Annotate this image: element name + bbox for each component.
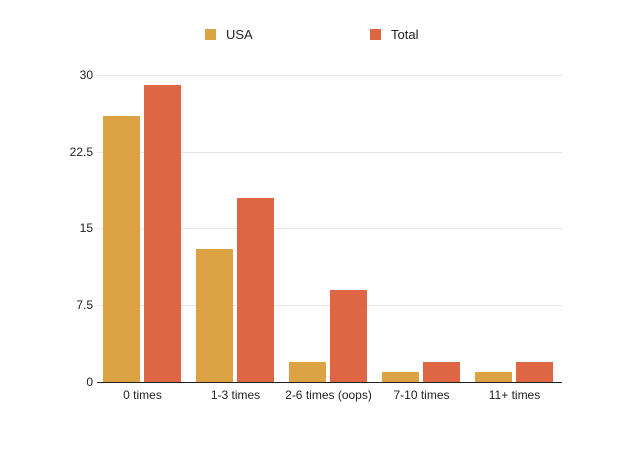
legend-label-usa: USA <box>226 27 253 42</box>
x-tick-label: 2-6 times (oops) <box>285 388 372 402</box>
y-tick-label: 0 <box>86 375 93 389</box>
gridline <box>97 305 562 306</box>
bar-usa-1-3-times[interactable] <box>196 249 233 382</box>
legend-item-usa[interactable]: USA <box>205 27 253 42</box>
x-tick-label: 7-10 times <box>393 388 450 402</box>
legend-swatch-total <box>370 29 381 40</box>
bar-usa-2-6-times[interactable] <box>289 362 326 382</box>
bar-usa-0-times[interactable] <box>103 116 140 382</box>
y-tick-label: 15 <box>79 221 93 235</box>
gridline <box>97 152 562 153</box>
bar-usa-11-plus-times[interactable] <box>475 372 512 382</box>
x-tick-label: 11+ times <box>488 388 541 402</box>
legend-item-total[interactable]: Total <box>370 27 418 42</box>
bar-total-11-plus-times[interactable] <box>516 362 553 382</box>
x-axis-line <box>97 382 562 383</box>
bar-total-2-6-times[interactable] <box>330 290 367 382</box>
y-tick-label: 22.5 <box>69 145 93 159</box>
legend-label-total: Total <box>391 27 419 42</box>
x-tick-label: 1-3 times <box>210 388 261 402</box>
bar-total-1-3-times[interactable] <box>237 198 274 382</box>
y-tick-label: 7.5 <box>76 298 93 312</box>
x-tick-label: 0 times <box>123 388 162 402</box>
y-tick-label: 30 <box>79 68 93 82</box>
bar-total-0-times[interactable] <box>144 85 181 382</box>
bar-usa-7-10-times[interactable] <box>382 372 419 382</box>
gridline <box>97 228 562 229</box>
bar-total-7-10-times[interactable] <box>423 362 460 382</box>
gridline <box>97 75 562 76</box>
legend-swatch-usa <box>205 29 216 40</box>
